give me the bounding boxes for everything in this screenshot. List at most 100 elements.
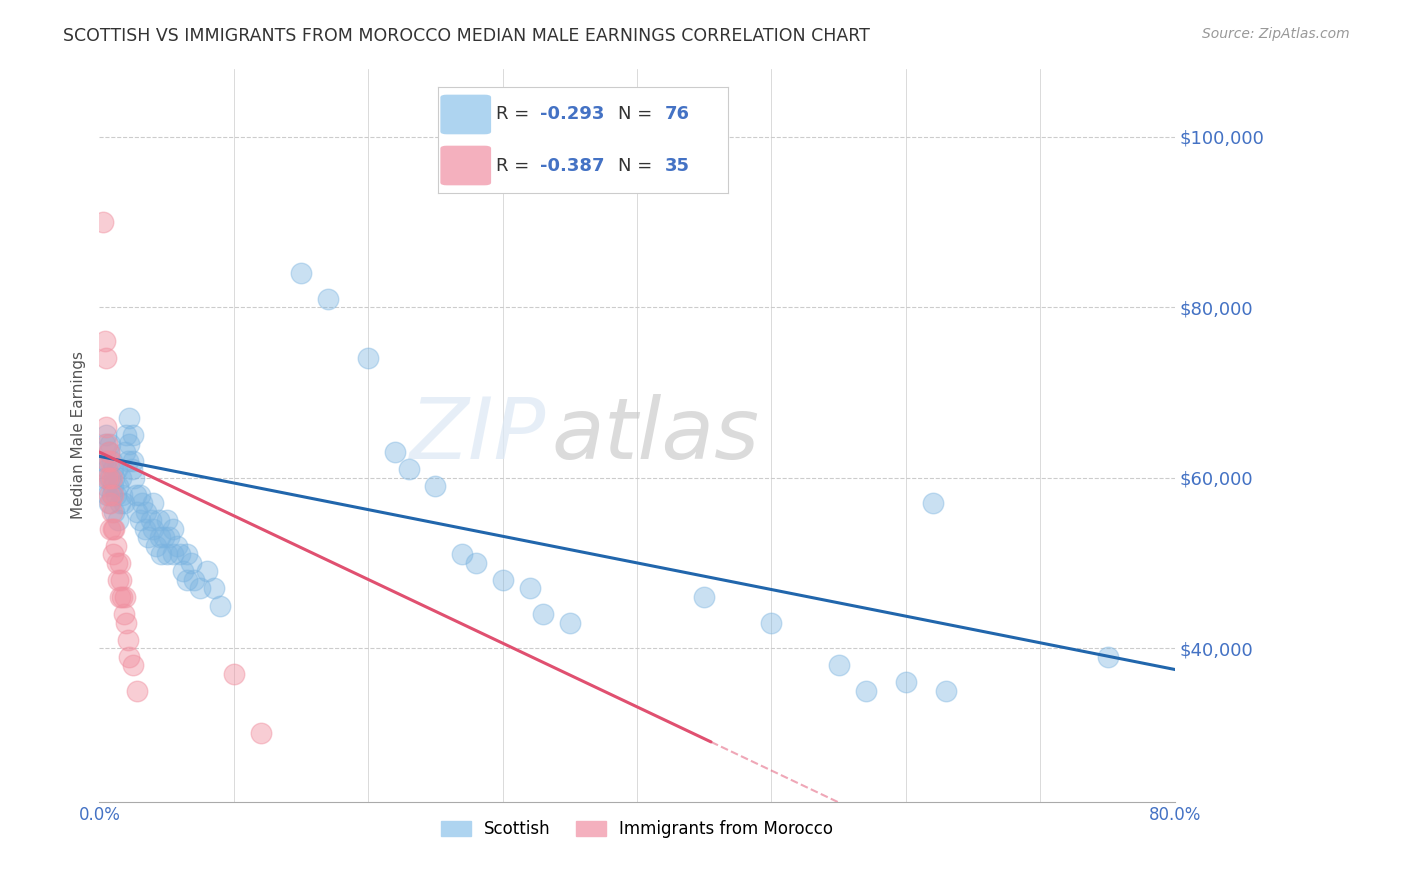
Point bbox=[96, 351, 118, 366]
Point bbox=[188, 582, 211, 596]
Point bbox=[94, 436, 117, 450]
Point bbox=[142, 496, 165, 510]
Point bbox=[112, 607, 135, 621]
Point bbox=[122, 428, 145, 442]
Point bbox=[125, 505, 148, 519]
Point bbox=[425, 479, 447, 493]
Point bbox=[761, 615, 783, 630]
Point bbox=[176, 573, 198, 587]
Point bbox=[114, 590, 136, 604]
Point bbox=[108, 496, 131, 510]
Point bbox=[105, 462, 128, 476]
Point bbox=[110, 471, 132, 485]
Point bbox=[117, 453, 139, 467]
Point bbox=[531, 607, 554, 621]
Point bbox=[157, 530, 180, 544]
Point bbox=[107, 573, 129, 587]
Point bbox=[162, 548, 184, 562]
Point bbox=[98, 453, 121, 467]
Point bbox=[107, 513, 129, 527]
Text: Source: ZipAtlas.com: Source: ZipAtlas.com bbox=[1202, 27, 1350, 41]
Point bbox=[894, 675, 917, 690]
Point bbox=[118, 436, 141, 450]
Point bbox=[96, 488, 118, 502]
Point bbox=[156, 513, 179, 527]
Point bbox=[122, 453, 145, 467]
Point bbox=[100, 453, 122, 467]
Legend: Scottish, Immigrants from Morocco: Scottish, Immigrants from Morocco bbox=[434, 814, 839, 845]
Point bbox=[112, 496, 135, 510]
Point bbox=[111, 488, 134, 502]
Point bbox=[222, 666, 245, 681]
Point bbox=[136, 530, 159, 544]
Point bbox=[125, 683, 148, 698]
Point bbox=[131, 496, 153, 510]
Point bbox=[118, 649, 141, 664]
Point bbox=[103, 505, 125, 519]
Point bbox=[451, 548, 474, 562]
Point bbox=[107, 479, 129, 493]
Point bbox=[519, 582, 541, 596]
Point bbox=[97, 471, 120, 485]
Point bbox=[98, 436, 121, 450]
Point bbox=[100, 505, 122, 519]
Point bbox=[93, 453, 115, 467]
Point bbox=[935, 683, 957, 698]
Point bbox=[114, 445, 136, 459]
Point bbox=[96, 419, 118, 434]
Point bbox=[108, 590, 131, 604]
Point bbox=[101, 462, 124, 476]
Point bbox=[94, 334, 117, 349]
Point bbox=[162, 522, 184, 536]
Point bbox=[149, 530, 172, 544]
Point bbox=[121, 462, 143, 476]
Point bbox=[108, 556, 131, 570]
Point bbox=[111, 590, 134, 604]
Point bbox=[384, 445, 406, 459]
Point bbox=[115, 428, 138, 442]
Point bbox=[142, 522, 165, 536]
Point bbox=[117, 632, 139, 647]
Point bbox=[183, 573, 205, 587]
Point bbox=[101, 488, 124, 502]
Point bbox=[96, 436, 118, 450]
Point bbox=[98, 471, 121, 485]
Point bbox=[1097, 649, 1119, 664]
Point bbox=[290, 266, 312, 280]
Point bbox=[398, 462, 420, 476]
Point bbox=[94, 471, 117, 485]
Point bbox=[156, 548, 179, 562]
Text: atlas: atlas bbox=[551, 393, 759, 476]
Point bbox=[150, 548, 173, 562]
Point bbox=[316, 292, 339, 306]
Point bbox=[122, 658, 145, 673]
Point bbox=[172, 565, 194, 579]
Point bbox=[96, 453, 118, 467]
Point bbox=[101, 522, 124, 536]
Point bbox=[97, 488, 120, 502]
Point bbox=[100, 471, 122, 485]
Point bbox=[828, 658, 851, 673]
Point bbox=[97, 445, 120, 459]
Point bbox=[492, 573, 515, 587]
Point bbox=[96, 479, 118, 493]
Y-axis label: Median Male Earnings: Median Male Earnings bbox=[72, 351, 86, 519]
Point bbox=[103, 471, 125, 485]
Point bbox=[128, 513, 150, 527]
Point bbox=[153, 530, 176, 544]
Point bbox=[128, 488, 150, 502]
Point bbox=[115, 615, 138, 630]
Point bbox=[96, 428, 118, 442]
Point bbox=[104, 539, 127, 553]
Point bbox=[558, 615, 581, 630]
Point bbox=[357, 351, 380, 366]
Point bbox=[176, 548, 198, 562]
Point bbox=[166, 539, 188, 553]
Point bbox=[98, 522, 121, 536]
Point bbox=[100, 488, 122, 502]
Point bbox=[921, 496, 943, 510]
Point bbox=[202, 582, 225, 596]
Point bbox=[124, 471, 146, 485]
Point bbox=[96, 471, 118, 485]
Point bbox=[125, 488, 148, 502]
